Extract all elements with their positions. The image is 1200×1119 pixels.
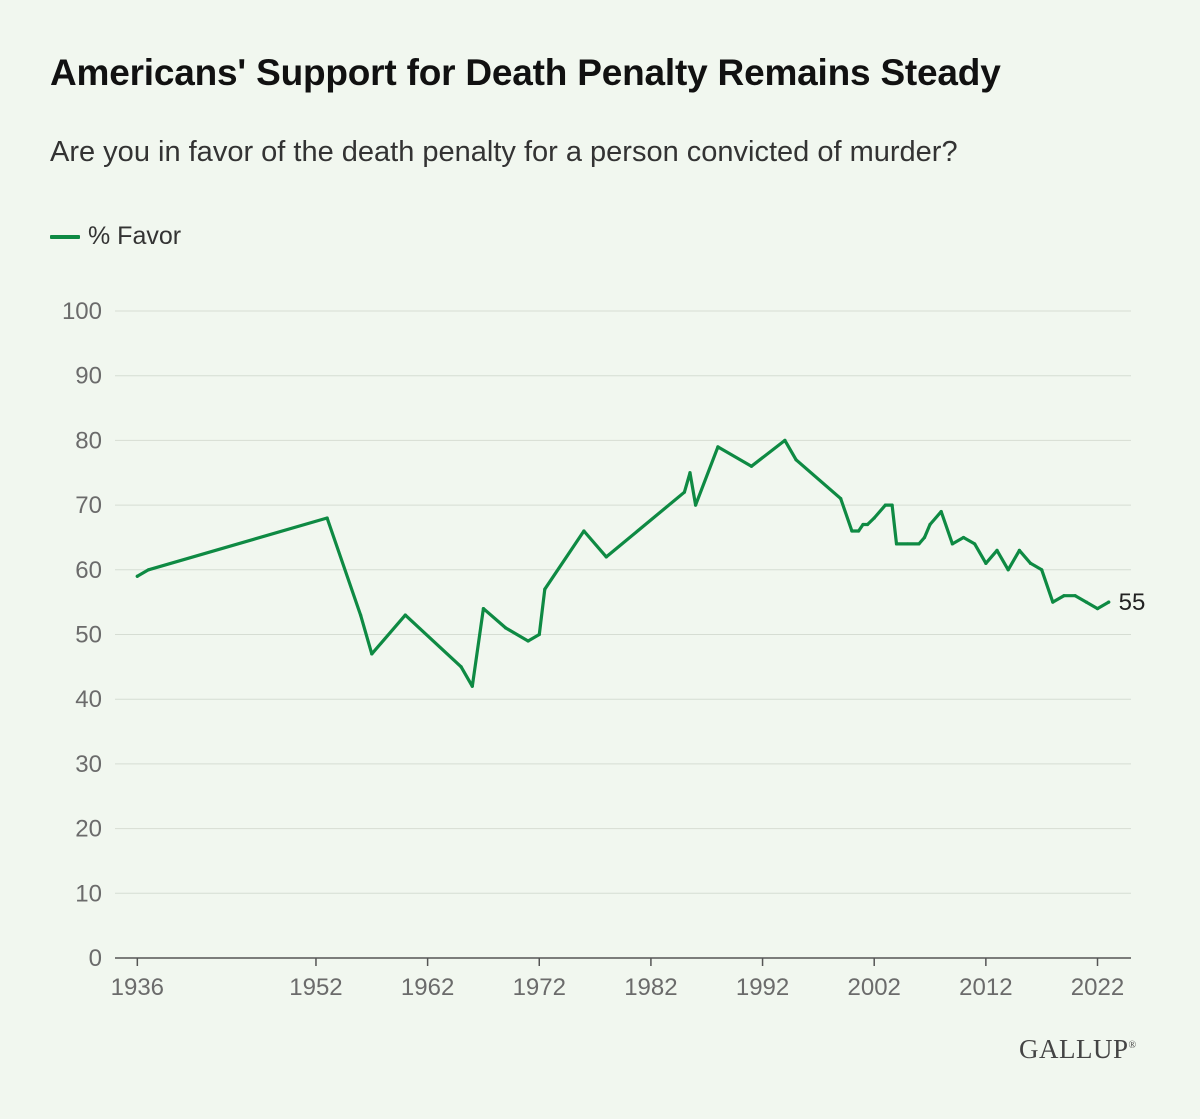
- data-point: [504, 626, 508, 630]
- data-point: [526, 639, 530, 643]
- data-point: [1040, 568, 1044, 572]
- data-point: [1073, 594, 1077, 598]
- data-point: [325, 516, 329, 520]
- data-point: [928, 522, 932, 527]
- data-point: [146, 568, 151, 572]
- y-tick-label-20: 20: [75, 816, 102, 843]
- y-tick-label-0: 0: [89, 945, 102, 972]
- data-point: [470, 684, 474, 688]
- data-point: [1084, 600, 1088, 604]
- x-tick-label-1962: 1962: [401, 974, 454, 1001]
- y-tick-label-70: 70: [75, 492, 102, 519]
- data-point: [883, 503, 887, 507]
- y-tick-label-100: 100: [62, 298, 102, 325]
- data-point: [1017, 548, 1021, 552]
- brand-mark: ®: [1128, 1040, 1137, 1051]
- gallup-logo: GALLUP®: [1019, 1034, 1137, 1065]
- y-tick-label-80: 80: [75, 427, 102, 454]
- chart-title: Americans' Support for Death Penalty Rem…: [50, 52, 1001, 93]
- y-axis-ticks: 0 10 20 30 40 50 60 70 80 90 100: [62, 298, 102, 972]
- end-value-label: 55: [1119, 589, 1146, 616]
- y-tick-label-40: 40: [75, 686, 102, 713]
- data-point: [939, 509, 943, 514]
- data-point: [682, 490, 687, 494]
- data-point: [716, 445, 720, 449]
- y-tick-label-50: 50: [75, 622, 102, 649]
- data-point: [1095, 607, 1100, 611]
- data-point: [894, 542, 899, 546]
- data-point: [995, 548, 999, 552]
- x-tick-label-2022: 2022: [1071, 974, 1124, 1001]
- data-point: [850, 529, 854, 533]
- x-tick-label-1992: 1992: [736, 974, 789, 1001]
- data-point: [950, 542, 954, 546]
- data-point: [749, 464, 753, 468]
- data-point: [783, 438, 787, 442]
- x-axis-ticks: 1936 1952 1962 1972 1982 1992 2002 2012 2022: [111, 958, 1124, 1001]
- data-point: [906, 542, 910, 546]
- data-point: [688, 471, 692, 475]
- data-point: [604, 555, 608, 559]
- data-point: [582, 529, 586, 533]
- data-point: [917, 542, 921, 546]
- data-point: [961, 535, 966, 540]
- x-tick-label-1982: 1982: [624, 974, 677, 1001]
- y-tick-label-30: 30: [75, 751, 102, 778]
- y-tick-label-10: 10: [75, 880, 102, 907]
- data-point: [1062, 594, 1066, 598]
- data-point: [481, 607, 486, 611]
- data-point: [403, 613, 407, 617]
- data-point: [861, 522, 865, 527]
- data-point: [1006, 568, 1010, 572]
- data-point: [359, 613, 363, 617]
- chart-subtitle: Are you in favor of the death penalty fo…: [50, 136, 958, 168]
- data-point: [890, 503, 894, 507]
- brand-name: GALLUP: [1019, 1034, 1129, 1064]
- data-point: [984, 561, 988, 565]
- data-point: [693, 503, 698, 507]
- data-point: [537, 632, 541, 637]
- data-point: [1028, 561, 1033, 565]
- x-tick-label-1936: 1936: [111, 974, 164, 1001]
- data-point: [543, 587, 547, 591]
- legend-swatch: [50, 234, 80, 239]
- legend: % Favor: [50, 222, 181, 251]
- x-tick-label-2012: 2012: [959, 974, 1012, 1001]
- data-point: [135, 574, 139, 578]
- data-point: [370, 652, 374, 656]
- data-point: [459, 665, 463, 669]
- data-point: [1107, 600, 1111, 604]
- x-tick-label-1972: 1972: [513, 974, 566, 1001]
- legend-label: % Favor: [88, 222, 182, 250]
- data-point: [922, 535, 927, 540]
- data-point: [839, 497, 843, 501]
- series-line-0: [135, 438, 1111, 688]
- y-tick-label-60: 60: [75, 557, 102, 584]
- data-point: [1051, 600, 1055, 604]
- x-tick-label-2002: 2002: [848, 974, 901, 1001]
- series-group: 55: [135, 438, 1146, 688]
- data-point: [973, 542, 977, 546]
- data-point: [856, 529, 861, 533]
- data-point: [872, 516, 876, 520]
- x-tick-label-1952: 1952: [289, 974, 342, 1001]
- y-tick-label-90: 90: [75, 363, 102, 390]
- data-point: [794, 458, 798, 462]
- data-point: [865, 522, 870, 527]
- grid-lines: [115, 310, 1131, 959]
